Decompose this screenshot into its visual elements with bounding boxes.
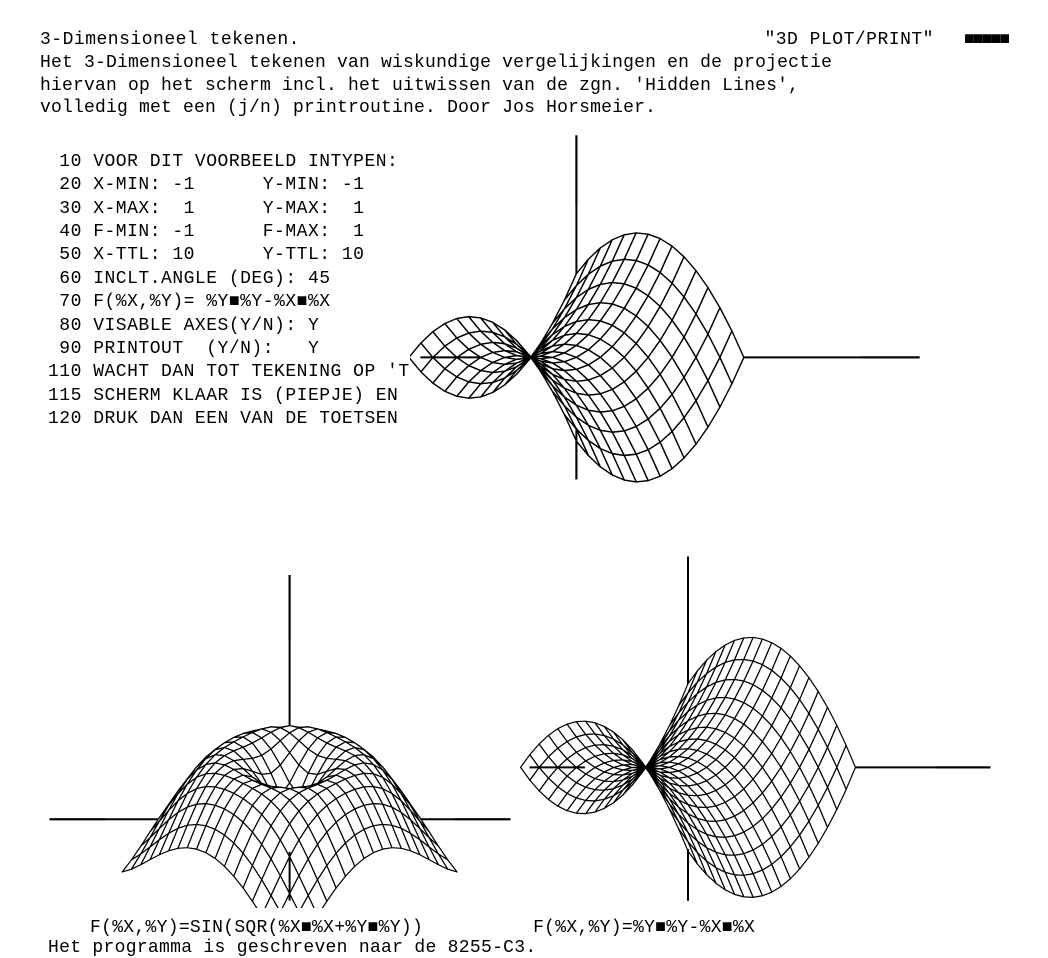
plot-bottom-right [520, 538, 1000, 908]
plot-bottom-left [40, 538, 520, 908]
code-line: 10 VOOR DIT VOORBEELD INTYPEN: [48, 152, 398, 172]
code-line: 40 F-MIN: -1 F-MAX: 1 [48, 222, 364, 242]
caption-left: F(%X,%Y)=SIN(SQR(%X■%X+%Y■%Y)) [90, 918, 423, 938]
header-block-icon: ■■■■■ [964, 30, 1008, 50]
code-listing: 10 VOOR DIT VOORBEELD INTYPEN: 20 X-MIN:… [40, 128, 410, 498]
code-line: 120 DRUK DAN EEN VAN DE TOETSEN [48, 409, 398, 429]
intro-line: hiervan op het scherm incl. het uitwisse… [40, 75, 1008, 98]
intro-paragraph: Het 3-Dimensioneel tekenen van wiskundig… [40, 52, 1008, 120]
caption-right: F(%X,%Y)=%Y■%Y-%X■%X [533, 918, 755, 938]
code-line: 30 X-MAX: 1 Y-MAX: 1 [48, 199, 364, 219]
header-row: 3-Dimensioneel tekenen. "3D PLOT/PRINT" … [40, 30, 1008, 50]
footer-note: Het programma is geschreven naar de 8255… [40, 938, 1008, 958]
code-line: 70 F(%X,%Y)= %Y■%Y-%X■%X [48, 292, 331, 312]
intro-line: Het 3-Dimensioneel tekenen van wiskundig… [40, 52, 1008, 75]
header-right: "3D PLOT/PRINT" ■■■■■ [764, 30, 1008, 50]
caption-row: F(%X,%Y)=SIN(SQR(%X■%X+%Y■%Y)) F(%X,%Y)=… [40, 918, 1008, 938]
code-line: 20 X-MIN: -1 Y-MIN: -1 [48, 175, 364, 195]
code-line: 80 VISABLE AXES(Y/N): Y [48, 316, 319, 336]
page: 3-Dimensioneel tekenen. "3D PLOT/PRINT" … [0, 0, 1048, 939]
code-line: 50 X-TTL: 10 Y-TTL: 10 [48, 245, 364, 265]
code-line: 110 WACHT DAN TOT TEKENING OP 'T [48, 362, 410, 382]
intro-line: volledig met een (j/n) printroutine. Doo… [40, 97, 1008, 120]
code-line: 90 PRINTOUT (Y/N): Y [48, 339, 319, 359]
title-right: "3D PLOT/PRINT" [764, 30, 934, 50]
bottom-row [40, 538, 1008, 908]
top-content-row: 10 VOOR DIT VOORBEELD INTYPEN: 20 X-MIN:… [40, 128, 1008, 498]
title-left: 3-Dimensioneel tekenen. [40, 30, 300, 50]
code-line: 115 SCHERM KLAAR IS (PIEPJE) EN [48, 386, 398, 406]
code-line: 60 INCLT.ANGLE (DEG): 45 [48, 269, 331, 289]
plot-top-right [410, 128, 930, 498]
